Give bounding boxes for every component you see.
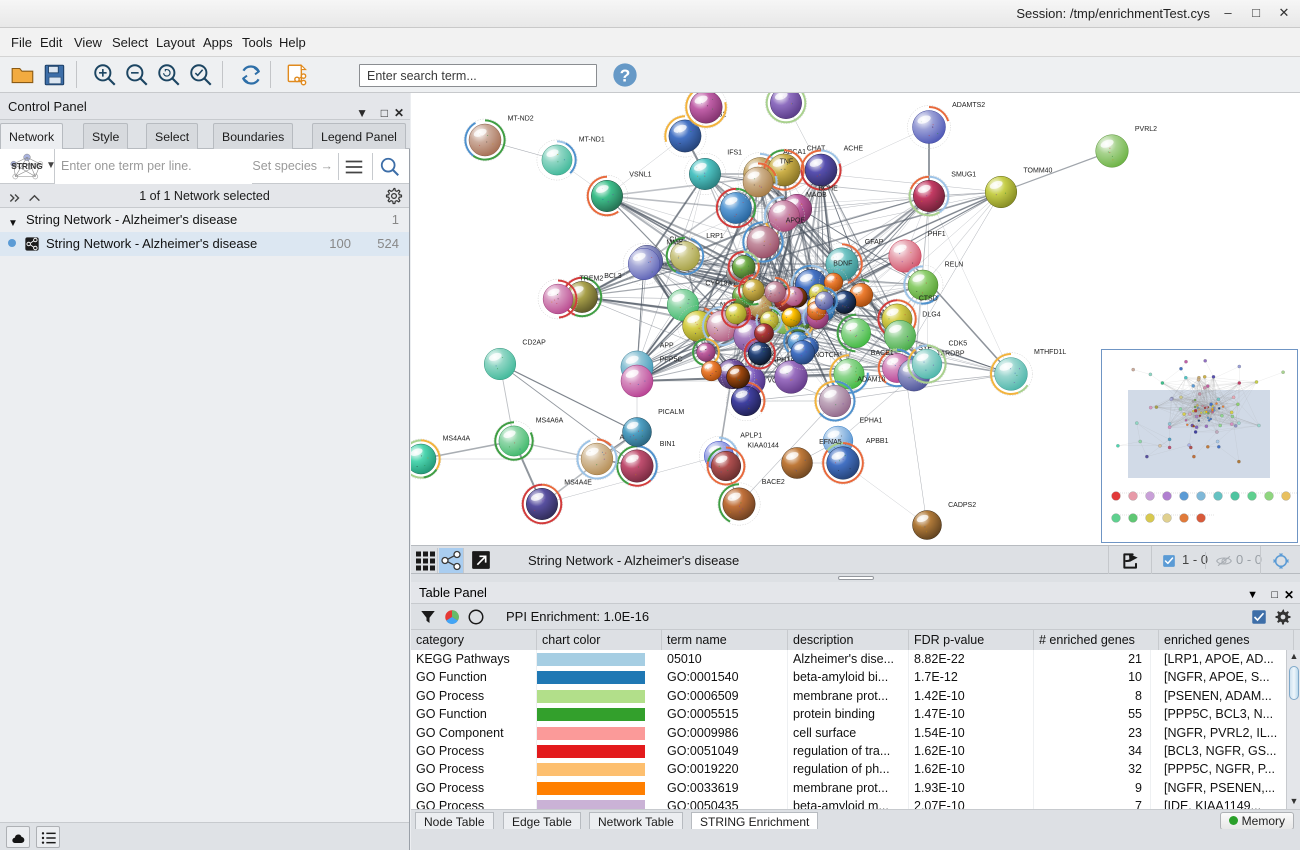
svg-text:TOMM40: TOMM40 bbox=[1023, 168, 1052, 175]
svg-text:DLG4: DLG4 bbox=[922, 312, 940, 319]
svg-text:MS4A4E: MS4A4E bbox=[564, 480, 592, 487]
svg-text:ADAMTS2: ADAMTS2 bbox=[952, 102, 985, 109]
svg-text:SMUG1: SMUG1 bbox=[951, 172, 976, 179]
svg-text:CDK5: CDK5 bbox=[949, 341, 968, 348]
svg-text:EFNA5: EFNA5 bbox=[819, 439, 842, 446]
svg-text:APP: APP bbox=[660, 342, 674, 349]
svg-text:BACE2: BACE2 bbox=[762, 479, 785, 486]
svg-text:EPHA1: EPHA1 bbox=[860, 418, 883, 425]
svg-text:BIN1: BIN1 bbox=[660, 441, 676, 448]
svg-text:MT-ND2: MT-ND2 bbox=[508, 115, 534, 122]
svg-text:BACE1: BACE1 bbox=[871, 350, 894, 357]
svg-text:TNF: TNF bbox=[780, 158, 794, 165]
svg-text:MS4A4A: MS4A4A bbox=[443, 435, 471, 442]
svg-text:CD2AP: CD2AP bbox=[522, 340, 546, 347]
svg-text:IFS1: IFS1 bbox=[727, 150, 742, 157]
svg-text:RELN: RELN bbox=[945, 261, 964, 268]
svg-text:CADPS2: CADPS2 bbox=[948, 502, 976, 509]
svg-text:TREM2: TREM2 bbox=[580, 276, 604, 283]
svg-text:?: ? bbox=[620, 65, 631, 85]
svg-text:BDNF: BDNF bbox=[833, 261, 852, 268]
svg-text:ADAM10: ADAM10 bbox=[857, 377, 885, 384]
svg-text:VSNL1: VSNL1 bbox=[629, 172, 651, 179]
svg-text:BCL3: BCL3 bbox=[604, 273, 622, 280]
svg-text:CTSD: CTSD bbox=[919, 295, 938, 302]
svg-text:PHF1: PHF1 bbox=[928, 231, 946, 238]
svg-text:GFAP: GFAP bbox=[865, 239, 884, 246]
svg-text:MAOB: MAOB bbox=[806, 192, 827, 199]
svg-text:APBB1: APBB1 bbox=[866, 438, 889, 445]
svg-text:MME: MME bbox=[666, 240, 683, 247]
svg-text:STRING: STRING bbox=[11, 161, 42, 171]
svg-text:PVRL2: PVRL2 bbox=[1135, 126, 1157, 133]
svg-text:ACHE: ACHE bbox=[844, 145, 864, 152]
svg-text:KIAA0144: KIAA0144 bbox=[747, 443, 779, 450]
svg-text:LRP1: LRP1 bbox=[706, 233, 724, 240]
svg-text:PICALM: PICALM bbox=[658, 409, 684, 416]
svg-text:MS4A6A: MS4A6A bbox=[536, 417, 564, 424]
svg-text:APOE: APOE bbox=[786, 217, 806, 224]
svg-text:MTHFD1L: MTHFD1L bbox=[1034, 349, 1066, 356]
svg-text:MT-ND1: MT-ND1 bbox=[579, 136, 605, 143]
svg-text:PPP5C: PPP5C bbox=[660, 356, 683, 363]
svg-text:APLP1: APLP1 bbox=[740, 433, 762, 440]
